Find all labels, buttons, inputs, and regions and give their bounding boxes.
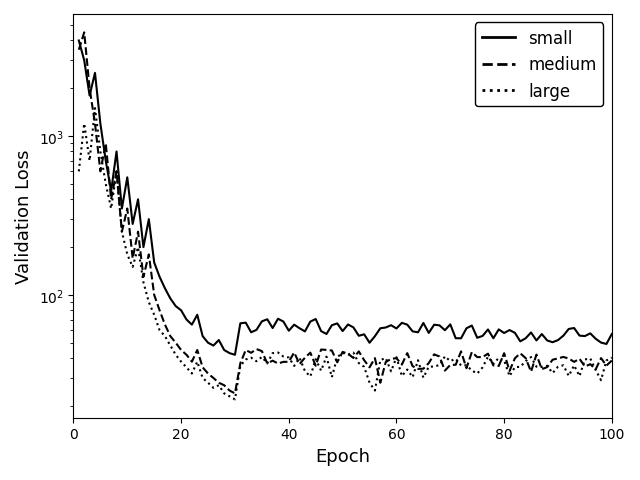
medium: [182, 352, 190, 358]
large: [403, 367, 411, 372]
large: [608, 355, 616, 361]
large: [360, 364, 368, 370]
Line: small: small: [79, 41, 612, 355]
Line: medium: medium: [79, 33, 612, 394]
large: [231, 396, 239, 402]
small: [199, 334, 207, 339]
medium: [231, 391, 239, 396]
medium: [403, 350, 411, 356]
large: [75, 169, 83, 175]
small: [177, 308, 185, 313]
Line: large: large: [79, 109, 612, 399]
medium: [608, 358, 616, 364]
Legend: small, medium, large: small, medium, large: [475, 24, 604, 107]
small: [75, 38, 83, 44]
small: [355, 333, 363, 339]
X-axis label: Epoch: Epoch: [315, 447, 370, 465]
medium: [360, 358, 368, 363]
small: [398, 320, 406, 326]
Y-axis label: Validation Loss: Validation Loss: [15, 149, 33, 284]
large: [592, 367, 600, 373]
large: [182, 365, 190, 371]
medium: [575, 356, 583, 362]
large: [91, 106, 99, 112]
small: [231, 352, 239, 358]
medium: [592, 367, 600, 372]
large: [575, 373, 583, 379]
medium: [75, 48, 83, 53]
medium: [204, 371, 212, 377]
medium: [81, 30, 88, 36]
small: [586, 331, 594, 336]
large: [204, 380, 212, 386]
small: [608, 332, 616, 337]
small: [570, 325, 578, 331]
